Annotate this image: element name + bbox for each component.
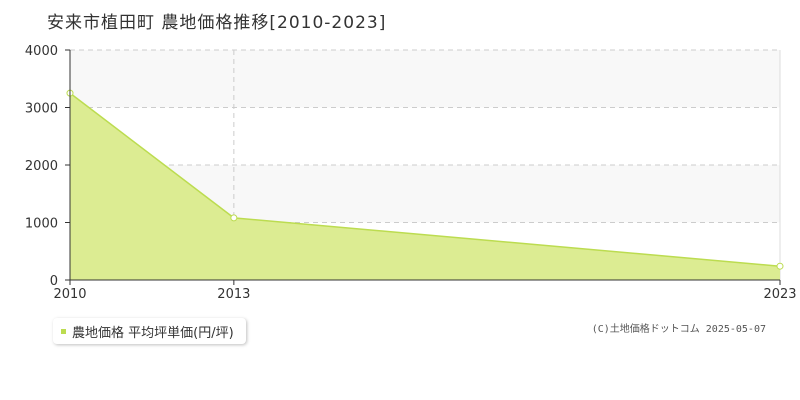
data-point	[776, 262, 784, 270]
x-tick-label: 2013	[217, 287, 250, 302]
legend-label: 農地価格 平均坪単価(円/坪)	[72, 325, 234, 341]
copyright-text: (C)土地価格ドットコム 2025-05-07	[591, 324, 766, 335]
y-tick-label: 2000	[25, 159, 58, 174]
y-tick-label: 0	[50, 274, 58, 289]
x-tick-label: 2023	[763, 287, 796, 302]
axes	[65, 49, 781, 285]
y-tick-labels: 0 1000 2000 3000 4000	[25, 44, 58, 289]
chart-title: 安来市植田町 農地価格推移[2010-2023]	[47, 13, 387, 33]
legend: 農地価格 平均坪単価(円/坪)	[53, 318, 246, 344]
x-tick-label: 2010	[53, 287, 86, 302]
area-fill	[70, 93, 780, 280]
data-point	[230, 214, 238, 222]
legend-swatch	[61, 328, 66, 334]
y-tick-label: 4000	[25, 44, 58, 59]
x-tick-labels: 2010 2013 2023	[53, 287, 796, 302]
y-tick-label: 3000	[25, 102, 58, 117]
background-band	[70, 50, 780, 108]
y-tick-label: 1000	[25, 217, 58, 232]
